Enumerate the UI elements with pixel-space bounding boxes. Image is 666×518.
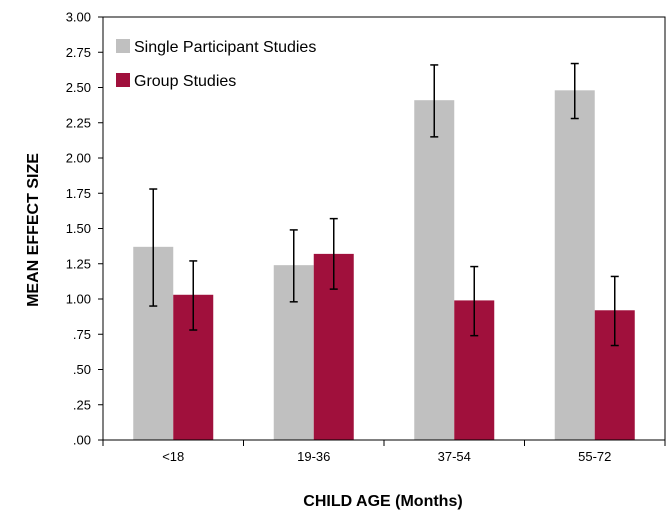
legend: Single Participant Studies Group Studies bbox=[116, 39, 316, 90]
legend-swatch-single bbox=[116, 39, 130, 53]
y-tick-label-0: .00 bbox=[73, 433, 91, 448]
x-tick-label-2: 37-54 bbox=[438, 449, 471, 464]
y-tick-label-1: .25 bbox=[73, 397, 91, 412]
y-tick-label-10: 2.50 bbox=[66, 80, 91, 95]
x-tick-label-3: 55-72 bbox=[578, 449, 611, 464]
axes-layer: <18 19-36 37-54 55-72 .00 .25 .50 .75 1.00 1.25 1.… bbox=[66, 10, 666, 464]
x-tick-label-1: 19-36 bbox=[297, 449, 330, 464]
y-axis-title: MEAN EFFECT SIZE bbox=[25, 153, 42, 307]
y-tick-label-11: 2.75 bbox=[66, 45, 91, 60]
y-tick-label-9: 2.25 bbox=[66, 115, 91, 130]
bar-single-2 bbox=[414, 100, 455, 440]
y-tick-label-5: 1.25 bbox=[66, 256, 91, 271]
y-tick-label-4: 1.00 bbox=[66, 292, 91, 307]
y-tick-label-12: 3.00 bbox=[66, 10, 91, 25]
error-bars-layer bbox=[149, 62, 619, 347]
y-tick-label-8: 2.00 bbox=[66, 151, 91, 166]
y-tick-label-3: .75 bbox=[73, 327, 91, 342]
bar-single-3 bbox=[554, 90, 595, 440]
y-tick-label-7: 1.75 bbox=[66, 186, 91, 201]
y-tick-label-6: 1.50 bbox=[66, 221, 91, 236]
bars-layer bbox=[133, 90, 635, 440]
x-tick-label-0: <18 bbox=[162, 449, 184, 464]
y-tick-label-2: .50 bbox=[73, 362, 91, 377]
legend-swatch-group bbox=[116, 73, 130, 87]
legend-label-single: Single Participant Studies bbox=[134, 39, 316, 56]
x-axis-title: CHILD AGE (Months) bbox=[303, 493, 462, 510]
legend-label-group: Group Studies bbox=[134, 73, 236, 90]
